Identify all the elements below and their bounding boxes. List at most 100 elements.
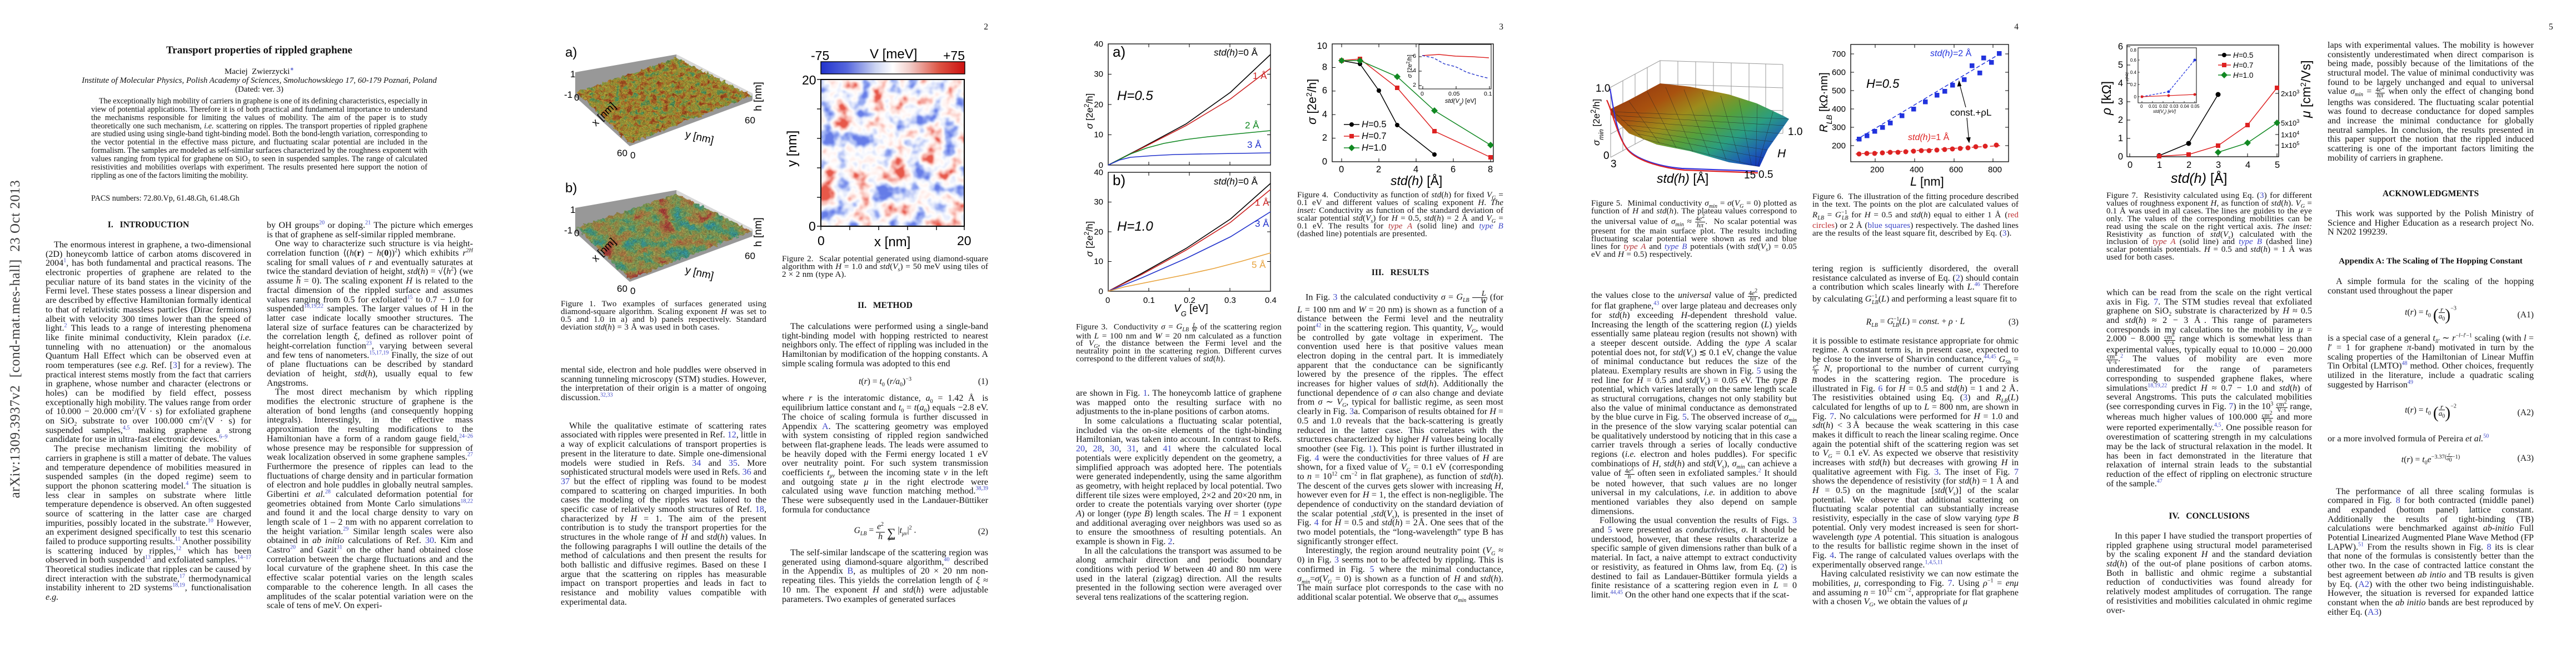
svg-text:200: 200 [1870,165,1884,175]
svg-text:60: 60 [745,115,755,126]
svg-text:2 Å: 2 Å [1245,120,1259,131]
svg-text:0: 0 [630,150,635,161]
svg-text:6: 6 [1413,53,1416,59]
svg-text:6: 6 [2118,42,2123,52]
svg-text:0: 0 [809,219,816,233]
svg-text:3: 3 [1611,158,1617,170]
svg-text:0: 0 [818,233,825,248]
svg-text:σmin [2e2/h]: σmin [2e2/h] [1589,99,1606,146]
svg-text:std(h)=0 Å: std(h)=0 Å [1214,47,1258,58]
svg-text:5: 5 [2118,60,2123,70]
svg-text:30: 30 [1094,197,1103,207]
svg-text:10: 10 [1094,130,1103,140]
svg-text:3 Å: 3 Å [1255,218,1269,229]
svg-text:VG [eV]: VG [eV] [1174,303,1208,318]
svg-text:H=0.5: H=0.5 [2233,51,2253,59]
svg-text:40: 40 [1094,168,1103,177]
svg-text:0.5: 0.5 [1758,169,1773,181]
svg-text:const.+ρL: const.+ρL [1950,107,1991,118]
svg-text:2: 2 [1413,82,1416,88]
svg-text:0.05: 0.05 [2191,104,2200,109]
svg-text:400: 400 [1832,104,1846,114]
svg-text:ρ[kΩ]: ρ[kΩ] [2125,72,2129,82]
svg-text:1: 1 [2118,133,2123,143]
svg-text:-75: -75 [811,48,829,63]
svg-text:1 Å: 1 Å [1253,71,1267,81]
svg-text:6: 6 [1322,86,1327,96]
svg-text:4: 4 [1413,67,1416,74]
svg-text:0.05: 0.05 [1448,91,1460,97]
svg-text:20: 20 [1094,100,1103,109]
svg-text:600: 600 [1949,165,1963,175]
svg-text:300: 300 [1832,123,1846,132]
svg-text:H=0.5: H=0.5 [1362,120,1387,130]
svg-text:H=0.7: H=0.7 [2233,61,2253,69]
svg-text:H=1.0: H=1.0 [2233,71,2253,79]
svg-text:0.6: 0.6 [2130,58,2137,63]
svg-text:0: 0 [2118,152,2123,162]
svg-text:0: 0 [574,92,579,103]
svg-text:0.4: 0.4 [2130,70,2137,75]
svg-text:0.2: 0.2 [2130,82,2137,87]
svg-text:0.4: 0.4 [1265,296,1277,305]
svg-text:y [nm]: y [nm] [684,264,715,282]
svg-text:0: 0 [630,286,635,296]
svg-text:4: 4 [2245,160,2250,170]
svg-text:0: 0 [1099,161,1103,170]
svg-text:60: 60 [617,148,627,158]
svg-text:RLB [kΩ·nm]: RLB [kΩ·nm] [1818,72,1833,132]
svg-text:20: 20 [1094,227,1103,237]
svg-text:700: 700 [1832,49,1846,59]
svg-text:4: 4 [1322,109,1327,120]
svg-text:std(h) [Å]: std(h) [Å] [1657,171,1708,186]
svg-text:h [nm]: h [nm] [753,82,764,111]
svg-text:H=0.5: H=0.5 [1117,88,1153,103]
svg-text:a): a) [565,45,577,60]
svg-text:std(Vs) [eV]: std(Vs) [eV] [1445,98,1476,107]
svg-text:1: 1 [2157,160,2162,170]
svg-text:2: 2 [2186,160,2191,170]
svg-text:0: 0 [2134,94,2137,99]
svg-text:y [nm]: y [nm] [684,128,715,146]
svg-text:1.0: 1.0 [1596,83,1610,94]
svg-text:-1: -1 [564,225,572,236]
svg-text:σ [2e2/h]: σ [2e2/h] [1083,221,1095,257]
svg-text:H=1.0: H=1.0 [1362,143,1387,153]
svg-text:5x103: 5x103 [2281,118,2299,127]
svg-text:σ [2e2/h]: σ [2e2/h] [1304,79,1319,125]
svg-text:std(h) [Å]: std(h) [Å] [2171,170,2227,186]
svg-text:5 Å: 5 Å [1252,260,1266,270]
svg-text:H=0.7: H=0.7 [1362,131,1387,141]
svg-text:3: 3 [2118,97,2123,107]
svg-text:a): a) [1113,43,1125,60]
svg-text:1.0: 1.0 [1788,126,1802,138]
svg-text:1x104: 1x104 [2281,130,2299,139]
svg-text:60: 60 [617,283,627,294]
svg-text:4: 4 [1413,165,1418,175]
svg-text:3 Å: 3 Å [1247,140,1262,150]
svg-text:60: 60 [745,251,755,261]
svg-text:0.01: 0.01 [2149,104,2158,109]
svg-text:20: 20 [957,233,971,248]
svg-text:2: 2 [1376,165,1381,175]
svg-text:0.1: 0.1 [1143,296,1155,305]
svg-text:std(Vs) [eV]: std(Vs) [eV] [2153,109,2176,116]
svg-text:+75: +75 [943,48,965,63]
svg-text:H=1.0: H=1.0 [1117,219,1153,234]
svg-text:μ [cm2/Vs]: μ [cm2/Vs] [2299,61,2313,118]
svg-text:10: 10 [1317,41,1327,51]
svg-text:h [nm]: h [nm] [753,217,764,247]
svg-text:b): b) [565,181,577,196]
svg-text:L [nm]: L [nm] [1910,175,1944,188]
svg-text:0: 0 [1322,157,1327,167]
svg-text:0.03: 0.03 [2170,104,2179,109]
svg-text:20: 20 [802,73,816,87]
svg-text:y [nm]: y [nm] [785,131,800,167]
svg-text:0.04: 0.04 [2180,104,2189,109]
svg-text:ρ [kΩ]: ρ [kΩ] [2099,81,2114,116]
svg-text:H=0.5: H=0.5 [1866,77,1900,91]
svg-text:σ [2e2/h]: σ [2e2/h] [1406,54,1414,78]
svg-text:b): b) [1113,172,1125,188]
svg-text:800: 800 [1988,165,2002,175]
svg-text:10: 10 [1094,257,1103,266]
